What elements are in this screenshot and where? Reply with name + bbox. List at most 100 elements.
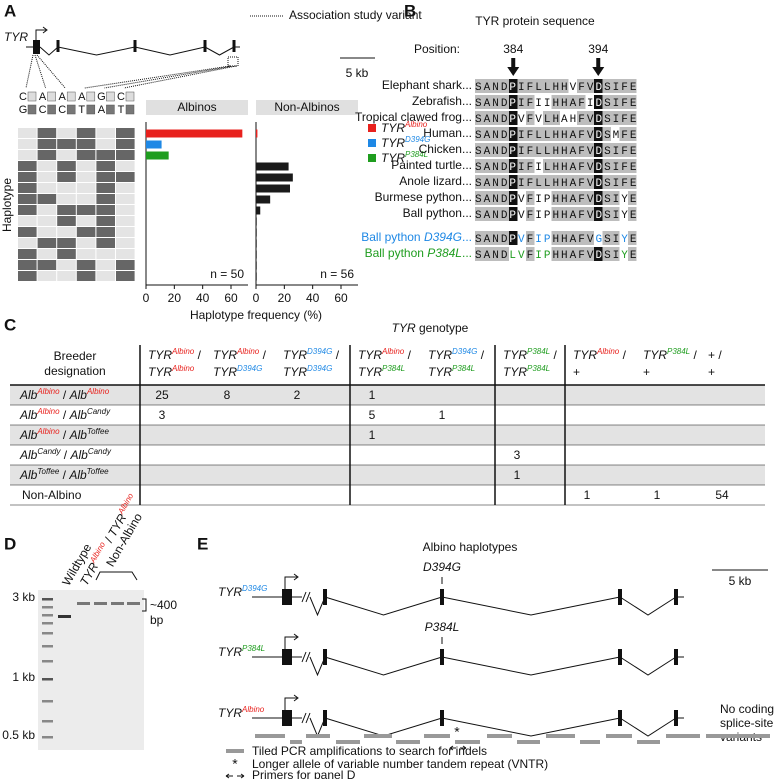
table-cell: 1 xyxy=(584,488,591,502)
text-run: Candy xyxy=(88,447,112,456)
text-run: / xyxy=(59,468,69,482)
residue-shade xyxy=(492,127,501,141)
residue-shade xyxy=(560,159,569,173)
text-run: / xyxy=(259,348,266,362)
residue-shade xyxy=(534,127,543,141)
bar xyxy=(256,239,257,248)
residue-shade xyxy=(577,143,586,157)
residue-shade xyxy=(543,247,552,261)
text-run: TYR xyxy=(381,136,405,150)
haplotype-cell xyxy=(57,271,76,281)
haplotype-cell xyxy=(18,172,37,182)
panel-label: E xyxy=(197,534,208,553)
residue-shade xyxy=(534,231,543,245)
residue-shade xyxy=(543,191,552,205)
residue-shade xyxy=(492,175,501,189)
allele-swatch xyxy=(47,104,56,115)
intron xyxy=(309,596,326,617)
text-run: / xyxy=(60,448,70,462)
residue-shade xyxy=(517,79,526,93)
row-header: designation xyxy=(44,364,105,378)
haplotype-cell xyxy=(18,194,37,204)
residue-shade xyxy=(475,191,484,205)
residue-shade xyxy=(500,159,509,173)
shift-label: ~400 xyxy=(150,598,177,612)
text-run: Alb xyxy=(19,388,38,402)
haplotype-cell xyxy=(96,260,115,270)
residue-shade xyxy=(577,95,586,109)
residue-shade xyxy=(585,95,594,109)
haplotype-cell xyxy=(116,205,135,215)
text-run: Painted turtle xyxy=(391,158,462,172)
haplotype-cell xyxy=(96,271,115,281)
haplotype-cell xyxy=(96,194,115,204)
residue-shade xyxy=(602,111,611,125)
residue-shade xyxy=(628,159,637,173)
haplotype-cell xyxy=(116,238,135,248)
haplotype-name: TYRD394G xyxy=(218,584,267,600)
residue-shade xyxy=(611,95,620,109)
haplotype-cell xyxy=(76,194,96,204)
column-header: + xyxy=(573,365,580,379)
haplotype-cell xyxy=(37,194,57,204)
residue-shade xyxy=(517,247,526,261)
text-run: TYR xyxy=(218,706,242,720)
residue-shade xyxy=(543,159,552,173)
column-header: TYRD394G / xyxy=(428,347,485,363)
haplotype-cell xyxy=(18,205,37,215)
haplotype-cell xyxy=(76,260,96,270)
table-cell: 1 xyxy=(369,428,376,442)
text-run: TYR xyxy=(428,365,452,379)
residue-shade xyxy=(517,207,526,221)
residue-shade xyxy=(560,247,569,261)
allele-swatch xyxy=(27,91,37,102)
residue-shade xyxy=(500,191,509,205)
residue-shade xyxy=(594,231,603,245)
text-run: Human xyxy=(423,126,462,140)
residue-shade xyxy=(526,175,535,189)
residue-shade xyxy=(602,207,611,221)
scale-label: 5 kb xyxy=(729,574,752,588)
text-run: + xyxy=(708,365,715,379)
residue-shade xyxy=(492,159,501,173)
text-run: Albino xyxy=(36,407,60,416)
table-cell: 54 xyxy=(715,488,729,502)
text-run: Elephant shark xyxy=(382,78,463,92)
pcr-amplicon xyxy=(306,734,330,738)
exon xyxy=(33,40,40,54)
residue-shade xyxy=(543,127,552,141)
gel-band xyxy=(127,602,140,605)
primer-arrows xyxy=(449,745,467,751)
text-run: Alb xyxy=(19,448,38,462)
residue-shade xyxy=(611,79,620,93)
residue-shade xyxy=(602,175,611,189)
residue-shade xyxy=(560,143,569,157)
residue-shade xyxy=(628,175,637,189)
column-header: TYRAlbino / xyxy=(358,347,412,363)
haplotype-cell xyxy=(57,249,76,259)
text-run: TYR xyxy=(428,348,452,362)
haplotype-cell xyxy=(116,139,135,149)
row-shade xyxy=(10,385,765,405)
note: No coding or xyxy=(720,702,776,716)
residue-shade xyxy=(492,191,501,205)
connector xyxy=(104,65,234,89)
residue-shade xyxy=(492,111,501,125)
haplotype-cell xyxy=(18,139,37,149)
species-name: Ball python... xyxy=(403,206,472,220)
residue-shade xyxy=(551,247,560,261)
bar xyxy=(146,140,162,149)
residue-shade xyxy=(517,175,526,189)
residue-shade xyxy=(628,191,637,205)
residue-shade xyxy=(628,127,637,141)
intron xyxy=(324,656,443,676)
haplotype-cell xyxy=(57,227,76,237)
row-label: AlbCandy / AlbCandy xyxy=(19,447,112,463)
allele-swatch xyxy=(27,104,37,115)
bar xyxy=(256,162,289,171)
x-tick-label: 0 xyxy=(253,291,260,305)
residue-shade xyxy=(594,175,603,189)
pcr-amplicon xyxy=(336,740,360,744)
residue-shade xyxy=(594,95,603,109)
